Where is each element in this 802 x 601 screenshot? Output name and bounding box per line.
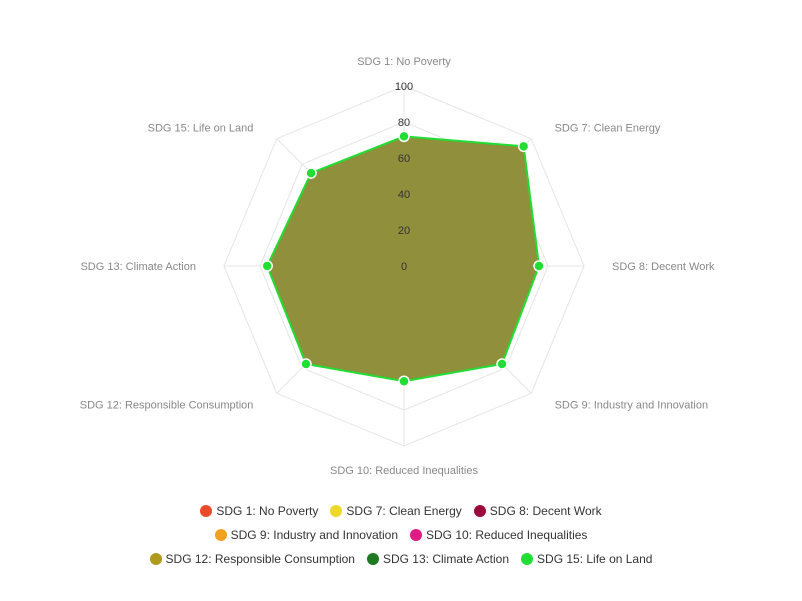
- legend-item-sdg-1[interactable]: SDG 1: No Poverty: [200, 504, 318, 518]
- data-point-7: [261, 260, 273, 272]
- legend-row-3: SDG 12: Responsible Consumption SDG 13: …: [0, 552, 802, 566]
- legend-item-sdg-10[interactable]: SDG 10: Reduced Inequalities: [410, 528, 587, 542]
- legend-item-sdg-13[interactable]: SDG 13: Climate Action: [366, 552, 510, 566]
- legend-item-sdg-9[interactable]: SDG 9: Industry and Innovation: [214, 528, 398, 542]
- legend-swatch-sdg-8: [473, 505, 486, 517]
- legend-label-sdg-1: SDG 1: No Poverty: [216, 504, 319, 518]
- legend-item-sdg-8[interactable]: SDG 8: Decent Work: [473, 504, 602, 518]
- tick-label-20: 20: [398, 225, 410, 237]
- data-point-2: [517, 140, 530, 153]
- tick-label-100: 100: [395, 81, 413, 93]
- legend-swatch-sdg-12: [149, 553, 162, 565]
- axis-label-6: SDG 12: Responsible Consumption: [80, 400, 254, 412]
- legend-swatch-sdg-9: [214, 529, 227, 541]
- axis-label-1: SDG 1: No Poverty: [357, 56, 451, 68]
- legend-item-sdg-12[interactable]: SDG 12: Responsible Consumption: [149, 552, 355, 566]
- data-point-3: [533, 260, 545, 272]
- legend-swatch-sdg-13: [366, 553, 379, 565]
- legend-label-sdg-12: SDG 12: Responsible Consumption: [165, 552, 355, 566]
- axis-label-5: SDG 10: Reduced Inequalities: [330, 465, 478, 477]
- data-point-6: [300, 358, 312, 370]
- data-point-5: [398, 375, 410, 387]
- legend-swatch-sdg-15: [521, 553, 534, 565]
- legend-label-sdg-8: SDG 8: Decent Work: [489, 504, 602, 518]
- axis-label-3: SDG 8: Decent Work: [612, 261, 715, 273]
- legend-label-sdg-10: SDG 10: Reduced Inequalities: [426, 528, 588, 542]
- legend-swatch-sdg-7: [330, 505, 343, 517]
- legend-row-1: SDG 1: No Poverty SDG 7: Clean Energy SD…: [0, 504, 802, 518]
- data-point-4: [496, 358, 508, 370]
- legend-label-sdg-15: SDG 15: Life on Land: [537, 552, 653, 566]
- legend-label-sdg-9: SDG 9: Industry and Innovation: [230, 528, 398, 542]
- legend-label-sdg-13: SDG 13: Climate Action: [382, 552, 510, 566]
- data-point-8: [305, 167, 317, 179]
- axis-label-2: SDG 7: Clean Energy: [555, 122, 661, 134]
- axis-label-4: SDG 9: Industry and Innovation: [555, 400, 708, 412]
- legend-row-2: SDG 9: Industry and Innovation SDG 10: R…: [0, 528, 802, 542]
- tick-label-60: 60: [398, 153, 410, 165]
- tick-label-0: 0: [401, 261, 407, 273]
- tick-label-80: 80: [398, 117, 410, 129]
- legend-label-sdg-7: SDG 7: Clean Energy: [346, 504, 462, 518]
- legend-swatch-sdg-10: [410, 529, 422, 541]
- legend-item-sdg-7[interactable]: SDG 7: Clean Energy: [330, 504, 462, 518]
- data-point-1: [398, 130, 410, 143]
- legend-item-sdg-15[interactable]: SDG 15: Life on Land: [521, 552, 652, 566]
- axis-label-8: SDG 15: Life on Land: [148, 122, 254, 134]
- tick-label-40: 40: [398, 189, 410, 201]
- legend-swatch-sdg-1: [200, 505, 213, 517]
- axis-label-7: SDG 13: Climate Action: [80, 261, 196, 273]
